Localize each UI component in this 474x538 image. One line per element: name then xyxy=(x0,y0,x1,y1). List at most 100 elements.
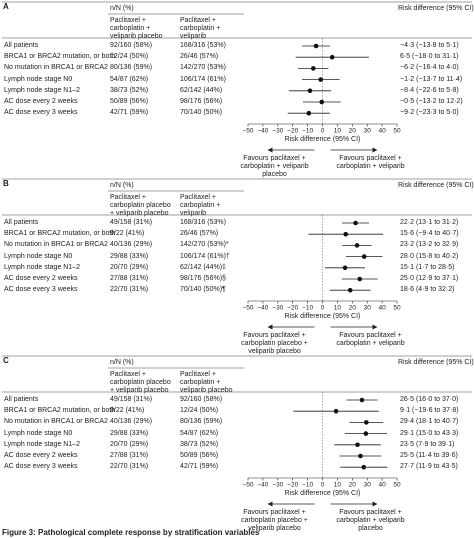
favours-right: Favours paclitaxel + carboplatin + velip… xyxy=(336,155,405,170)
point-estimate xyxy=(363,431,369,436)
x-tick-label: −20 xyxy=(287,482,298,489)
x-axis-label: Risk difference (95% CI) xyxy=(285,136,361,143)
group2-value: 168/316 (53%) xyxy=(180,219,226,226)
row-label: Lymph node stage N0 xyxy=(4,75,73,83)
group1-value: 22/70 (31%) xyxy=(110,286,149,294)
row-label: All patients xyxy=(4,396,39,403)
value-label: 28·0 (15·8 to 40·2) xyxy=(400,252,459,260)
point-estimate xyxy=(354,243,360,248)
panel-label: B xyxy=(3,179,9,188)
arrow-head xyxy=(372,324,378,330)
group2-value: 70/140 (50%) xyxy=(180,109,223,117)
x-tick-label: −30 xyxy=(272,305,283,312)
x-tick-label: 10 xyxy=(334,305,342,312)
panel-label: C xyxy=(3,356,9,365)
group1-value: 42/71 (59%) xyxy=(110,109,149,117)
value-label: 15·1 (1·7 to 28·5) xyxy=(400,263,455,271)
arrow-head xyxy=(372,147,378,153)
x-tick-label: −40 xyxy=(257,305,268,312)
x-tick-label: 20 xyxy=(349,482,357,489)
group1-value: 12/24 (50%) xyxy=(110,53,149,61)
x-axis-label: Risk difference (95% CI) xyxy=(285,490,361,497)
value-label: 29·1 (15·0 to 43·3) xyxy=(400,429,459,437)
group2-value: 142/270 (53%) xyxy=(180,64,226,72)
arrow-head xyxy=(267,324,273,330)
group2-value: 50/89 (56%) xyxy=(180,452,219,459)
group2-value: 106/174 (61%)† xyxy=(180,252,230,260)
value-label: 6·5 (−18·0 to 31·1) xyxy=(400,53,459,61)
point-estimate xyxy=(361,464,367,470)
favours-left: Favours paclitaxel + carboplatin placebo… xyxy=(241,332,308,355)
effect-header: Risk difference (95% CI) xyxy=(398,359,474,366)
row-label: BRCA1 or BRCA2 mutation, or both xyxy=(4,230,116,238)
group1-value: 54/87 (62%) xyxy=(110,75,149,83)
x-tick-label: 20 xyxy=(349,305,357,312)
value-label: 25·5 (11·4 to 39·6) xyxy=(400,452,458,459)
group-header: n/N (%) xyxy=(110,359,134,366)
x-tick-label: 30 xyxy=(364,305,372,312)
value-label: 26·5 (16·0 to 37·0) xyxy=(400,396,459,403)
x-tick-label: −20 xyxy=(287,305,298,312)
x-tick-label: 50 xyxy=(393,305,401,312)
point-estimate xyxy=(313,43,319,49)
x-tick-label: 10 xyxy=(334,482,342,489)
row-label: AC dose every 3 weeks xyxy=(4,286,78,294)
x-tick-label: −10 xyxy=(302,482,313,489)
point-estimate xyxy=(347,287,353,293)
value-label: −1·2 (−13·7 to 11·4) xyxy=(400,75,463,83)
group1-value: 22/70 (31%) xyxy=(110,463,149,471)
group1-value: 92/160 (58%) xyxy=(110,42,153,49)
group2-value: 98/176 (56%)§ xyxy=(180,275,226,282)
group2-value: 106/174 (61%) xyxy=(180,75,226,83)
column-header: Paclitaxel + carboplatin + veliparib xyxy=(180,17,221,40)
point-estimate xyxy=(306,110,312,116)
x-tick-label: 50 xyxy=(393,482,401,489)
value-label: 27·7 (11·9 to 43·5) xyxy=(400,463,458,471)
value-label: −4·3 (−13·8 to 5·1) xyxy=(400,42,459,49)
x-tick-label: 40 xyxy=(378,305,386,312)
group2-value: 26/46 (57%) xyxy=(180,230,219,238)
x-tick-label: 0 xyxy=(321,482,325,489)
row-label: Lymph node stage N1–2 xyxy=(4,263,81,271)
point-estimate xyxy=(342,265,348,271)
column-header: Paclitaxel + carboplatin placebo + velip… xyxy=(110,194,171,217)
group2-value: 70/140 (50%)¶ xyxy=(180,286,226,294)
group2-value: 12/24 (50%) xyxy=(180,407,219,415)
x-tick-label: 50 xyxy=(393,128,401,135)
row-label: No mutation in BRCA1 or BRCA2 xyxy=(4,418,108,426)
x-tick-label: 0 xyxy=(321,305,325,312)
group1-value: 80/136 (59%) xyxy=(110,64,153,72)
group2-value: 38/73 (52%) xyxy=(180,440,219,448)
column-header: Paclitaxel + carboplatin + veliparib pla… xyxy=(180,371,233,394)
x-tick-label: −40 xyxy=(257,482,268,489)
panel-label: A xyxy=(3,2,9,11)
point-estimate xyxy=(319,99,325,105)
effect-header: Risk difference (95% CI) xyxy=(398,5,474,12)
x-tick-label: 10 xyxy=(334,128,342,135)
point-estimate xyxy=(343,231,349,237)
row-label: AC dose every 2 weeks xyxy=(4,98,78,105)
group1-value: 38/73 (52%) xyxy=(110,86,149,94)
group1-value: 20/70 (29%) xyxy=(110,440,149,448)
value-label: −9·2 (−23·3 to 5·0) xyxy=(400,109,459,117)
column-header: Paclitaxel + carboplatin placebo + velip… xyxy=(110,371,171,394)
group1-value: 29/88 (33%) xyxy=(110,429,149,437)
value-label: 9·1 (−19·6 to 37·8) xyxy=(400,407,459,415)
row-label: AC dose every 2 weeks xyxy=(4,452,78,459)
x-tick-label: −50 xyxy=(242,482,253,489)
group1-value: 49/158 (31%) xyxy=(110,219,153,226)
row-label: BRCA1 or BRCA2 mutation, or both xyxy=(4,53,116,61)
row-label: No mutation in BRCA1 or BRCA2 xyxy=(4,64,108,72)
value-label: −0·5 (−13·2 to 12·2) xyxy=(400,98,463,105)
group1-value: 9/22 (41%) xyxy=(110,407,145,415)
x-tick-label: −40 xyxy=(257,128,268,135)
group1-value: 27/88 (31%) xyxy=(110,452,149,459)
x-tick-label: 0 xyxy=(321,128,325,135)
arrow-head xyxy=(372,501,378,507)
point-estimate xyxy=(359,397,365,403)
row-label: Lymph node stage N1–2 xyxy=(4,86,81,94)
x-tick-label: −30 xyxy=(272,128,283,135)
row-label: AC dose every 2 weeks xyxy=(4,275,78,282)
